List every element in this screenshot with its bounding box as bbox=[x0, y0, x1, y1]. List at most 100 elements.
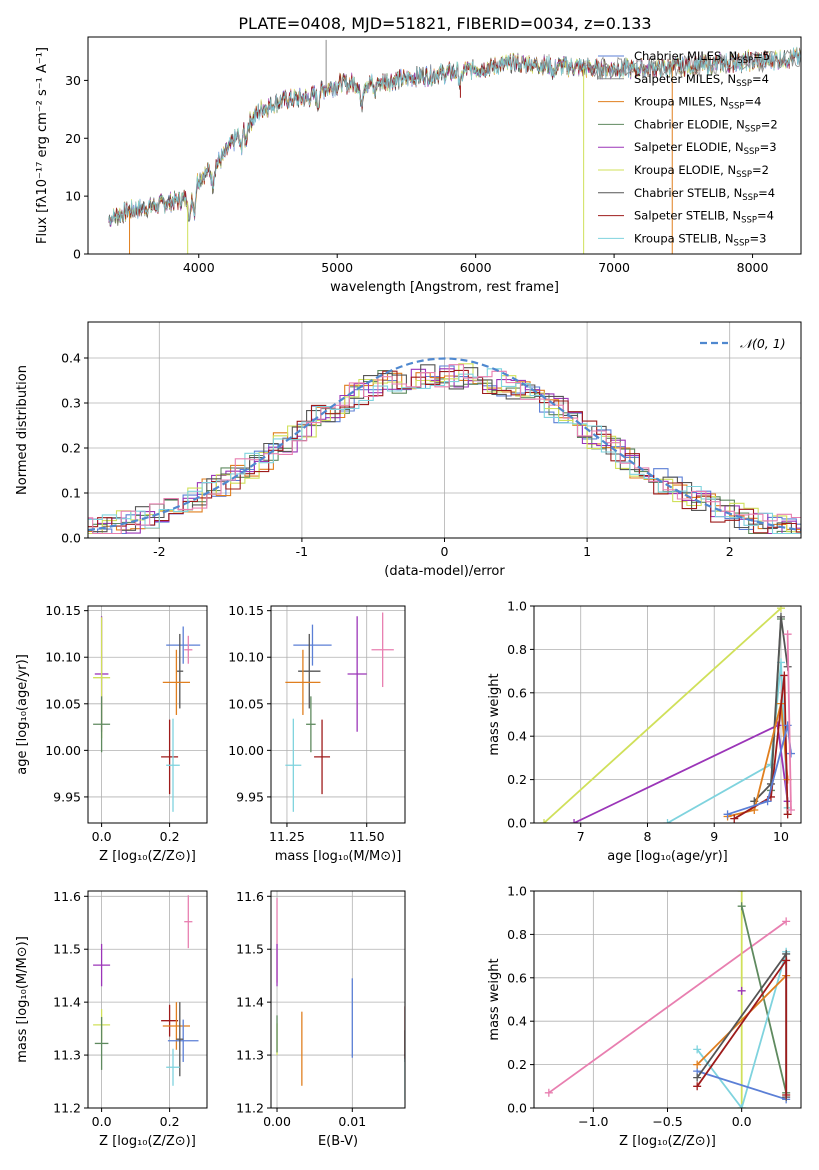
y-tick-label: 10.05 bbox=[45, 696, 81, 711]
x-tick-label: 10 bbox=[773, 829, 789, 844]
weight-marker bbox=[766, 760, 775, 769]
errorbar-plot-area bbox=[276, 897, 405, 1101]
spectrum-plot-area bbox=[108, 39, 801, 254]
y-tick-label: 11.5 bbox=[53, 942, 81, 957]
errorbar-point bbox=[166, 626, 201, 664]
errorbar-point bbox=[167, 1019, 199, 1062]
errorbar-point bbox=[285, 718, 302, 812]
y-tick-label: 20 bbox=[65, 131, 81, 146]
y-tick-label: 0.3 bbox=[61, 396, 81, 411]
weight-line bbox=[740, 905, 788, 1094]
y-tick-label: 10.10 bbox=[45, 650, 81, 665]
legend-entry: Salpeter ELODIE, NSSP=3 bbox=[634, 140, 777, 157]
x-tick-label: 2 bbox=[726, 544, 734, 559]
residual-histogram bbox=[88, 369, 801, 534]
x-tick-label: 0.01 bbox=[338, 1114, 366, 1129]
x-tick-label: 0 bbox=[441, 544, 449, 559]
weight-series bbox=[783, 630, 795, 814]
weight-series bbox=[693, 956, 791, 1099]
spectrum-line bbox=[586, 49, 801, 80]
weight-marker bbox=[693, 1082, 702, 1091]
y-tick-label: 11.6 bbox=[53, 889, 81, 904]
x-tick-label: 11.25 bbox=[269, 829, 305, 844]
weight-marker bbox=[783, 810, 792, 819]
errorbar-point bbox=[94, 1016, 109, 1070]
age-vs-mass-panel: 11.25 11.50 9.95 10.00 10.05 10.10 10.15 mass [… bbox=[228, 603, 406, 864]
weight-marker bbox=[693, 1045, 702, 1054]
legend-entry: Chabrier MILES, NSSP=5 bbox=[634, 49, 770, 66]
mass-vs-z-panel: 0.0 0.2 11.2 11.3 11.4 11.5 11.6 Z [log₁₀(Z/Z⊙)… bbox=[15, 889, 208, 1149]
weight-marker bbox=[763, 797, 772, 806]
y-tick-label: 11.4 bbox=[53, 995, 81, 1010]
errorbar-plot-area bbox=[93, 616, 201, 812]
x-axis-label: E(B-V) bbox=[318, 1134, 358, 1149]
errorbar-point bbox=[298, 633, 321, 709]
x-tick-label: 0.2 bbox=[160, 1114, 180, 1129]
axes-frame bbox=[270, 890, 406, 1109]
weight-marker bbox=[663, 819, 672, 823]
y-tick-label: 10.15 bbox=[228, 603, 264, 618]
weight-line bbox=[696, 1070, 787, 1101]
y-tick-label: 0.0 bbox=[507, 816, 527, 831]
y-tick-label: 1.0 bbox=[507, 599, 527, 614]
weight-marker bbox=[737, 891, 746, 895]
weight-marker bbox=[782, 917, 791, 926]
weight-series bbox=[737, 902, 791, 1097]
errorbar-point bbox=[285, 649, 321, 715]
y-tick-label: 0.8 bbox=[507, 642, 527, 657]
x-tick-label: 0.0 bbox=[732, 1114, 752, 1129]
y-tick-label: 9.95 bbox=[236, 789, 264, 804]
residuals-legend: 𝒩(0, 1) bbox=[700, 336, 786, 351]
weight-marker bbox=[776, 606, 785, 613]
x-axis-label: Z [log₁₀(Z/Z⊙)] bbox=[99, 849, 196, 864]
errorbar-point bbox=[93, 696, 111, 753]
errorbar-point bbox=[306, 696, 316, 753]
x-tick-label: 11.50 bbox=[349, 829, 385, 844]
y-axis-label: age [log₁₀(age/yr)] bbox=[15, 654, 30, 775]
errorbar-point bbox=[93, 943, 111, 987]
x-tick-label: 8000 bbox=[737, 260, 769, 275]
y-tick-label: 11.2 bbox=[53, 1101, 81, 1116]
x-tick-label: −0.5 bbox=[652, 1114, 682, 1129]
legend-entry: Kroupa ELODIE, NSSP=2 bbox=[634, 163, 769, 180]
weight-marker bbox=[782, 956, 791, 965]
y-tick-label: 11.2 bbox=[236, 1101, 264, 1116]
errorbar-point bbox=[161, 1004, 179, 1037]
y-axis-label: Flux [fλ10⁻¹⁷ erg cm⁻² s⁻¹ A⁻¹] bbox=[35, 47, 50, 244]
x-axis-label: mass [log₁₀(M/M⊙)] bbox=[275, 849, 402, 864]
errorbar-point bbox=[176, 633, 184, 709]
y-tick-label: 0.2 bbox=[61, 441, 81, 456]
weight-series bbox=[544, 917, 791, 1097]
normal-curve bbox=[88, 357, 801, 532]
weight-marker bbox=[783, 630, 792, 639]
mass-weight-vs-z-panel: −1.0 −0.5 0.0 0.0 0.2 0.4 0.6 0.8 1.0 Z [log₁₀(Z/… bbox=[487, 884, 802, 1149]
weight-series bbox=[570, 721, 792, 823]
residual-histogram bbox=[88, 368, 801, 535]
x-tick-label: 1 bbox=[583, 544, 591, 559]
errorbar-point bbox=[184, 895, 193, 949]
weight-marker bbox=[786, 749, 795, 758]
y-tick-label: 10 bbox=[65, 189, 81, 204]
y-tick-label: 11.6 bbox=[236, 889, 264, 904]
x-tick-label: -1 bbox=[296, 544, 308, 559]
legend-entry: Salpeter STELIB, NSSP=4 bbox=[634, 209, 774, 226]
residuals-plot-area bbox=[88, 357, 801, 535]
y-tick-label: 0.4 bbox=[61, 351, 81, 366]
legend-entry: Chabrier ELODIE, NSSP=2 bbox=[634, 117, 778, 134]
errorbar-plot-area bbox=[285, 612, 394, 812]
weight-marker bbox=[737, 1104, 746, 1108]
weight-line bbox=[727, 725, 792, 816]
y-tick-label: 0.0 bbox=[507, 1101, 527, 1116]
axes-frame bbox=[87, 605, 208, 824]
weight-marker bbox=[776, 612, 785, 621]
y-tick-label: 10.10 bbox=[228, 650, 264, 665]
y-tick-label: 0.4 bbox=[507, 1014, 527, 1029]
x-tick-label: 8 bbox=[643, 829, 651, 844]
x-tick-label: 7 bbox=[577, 829, 585, 844]
weight-marker bbox=[737, 902, 746, 911]
errorbar-point bbox=[347, 616, 367, 732]
x-tick-label: 5000 bbox=[321, 260, 353, 275]
weight-marker bbox=[544, 1088, 553, 1097]
weight-series bbox=[737, 986, 746, 995]
weight-series bbox=[663, 658, 792, 823]
